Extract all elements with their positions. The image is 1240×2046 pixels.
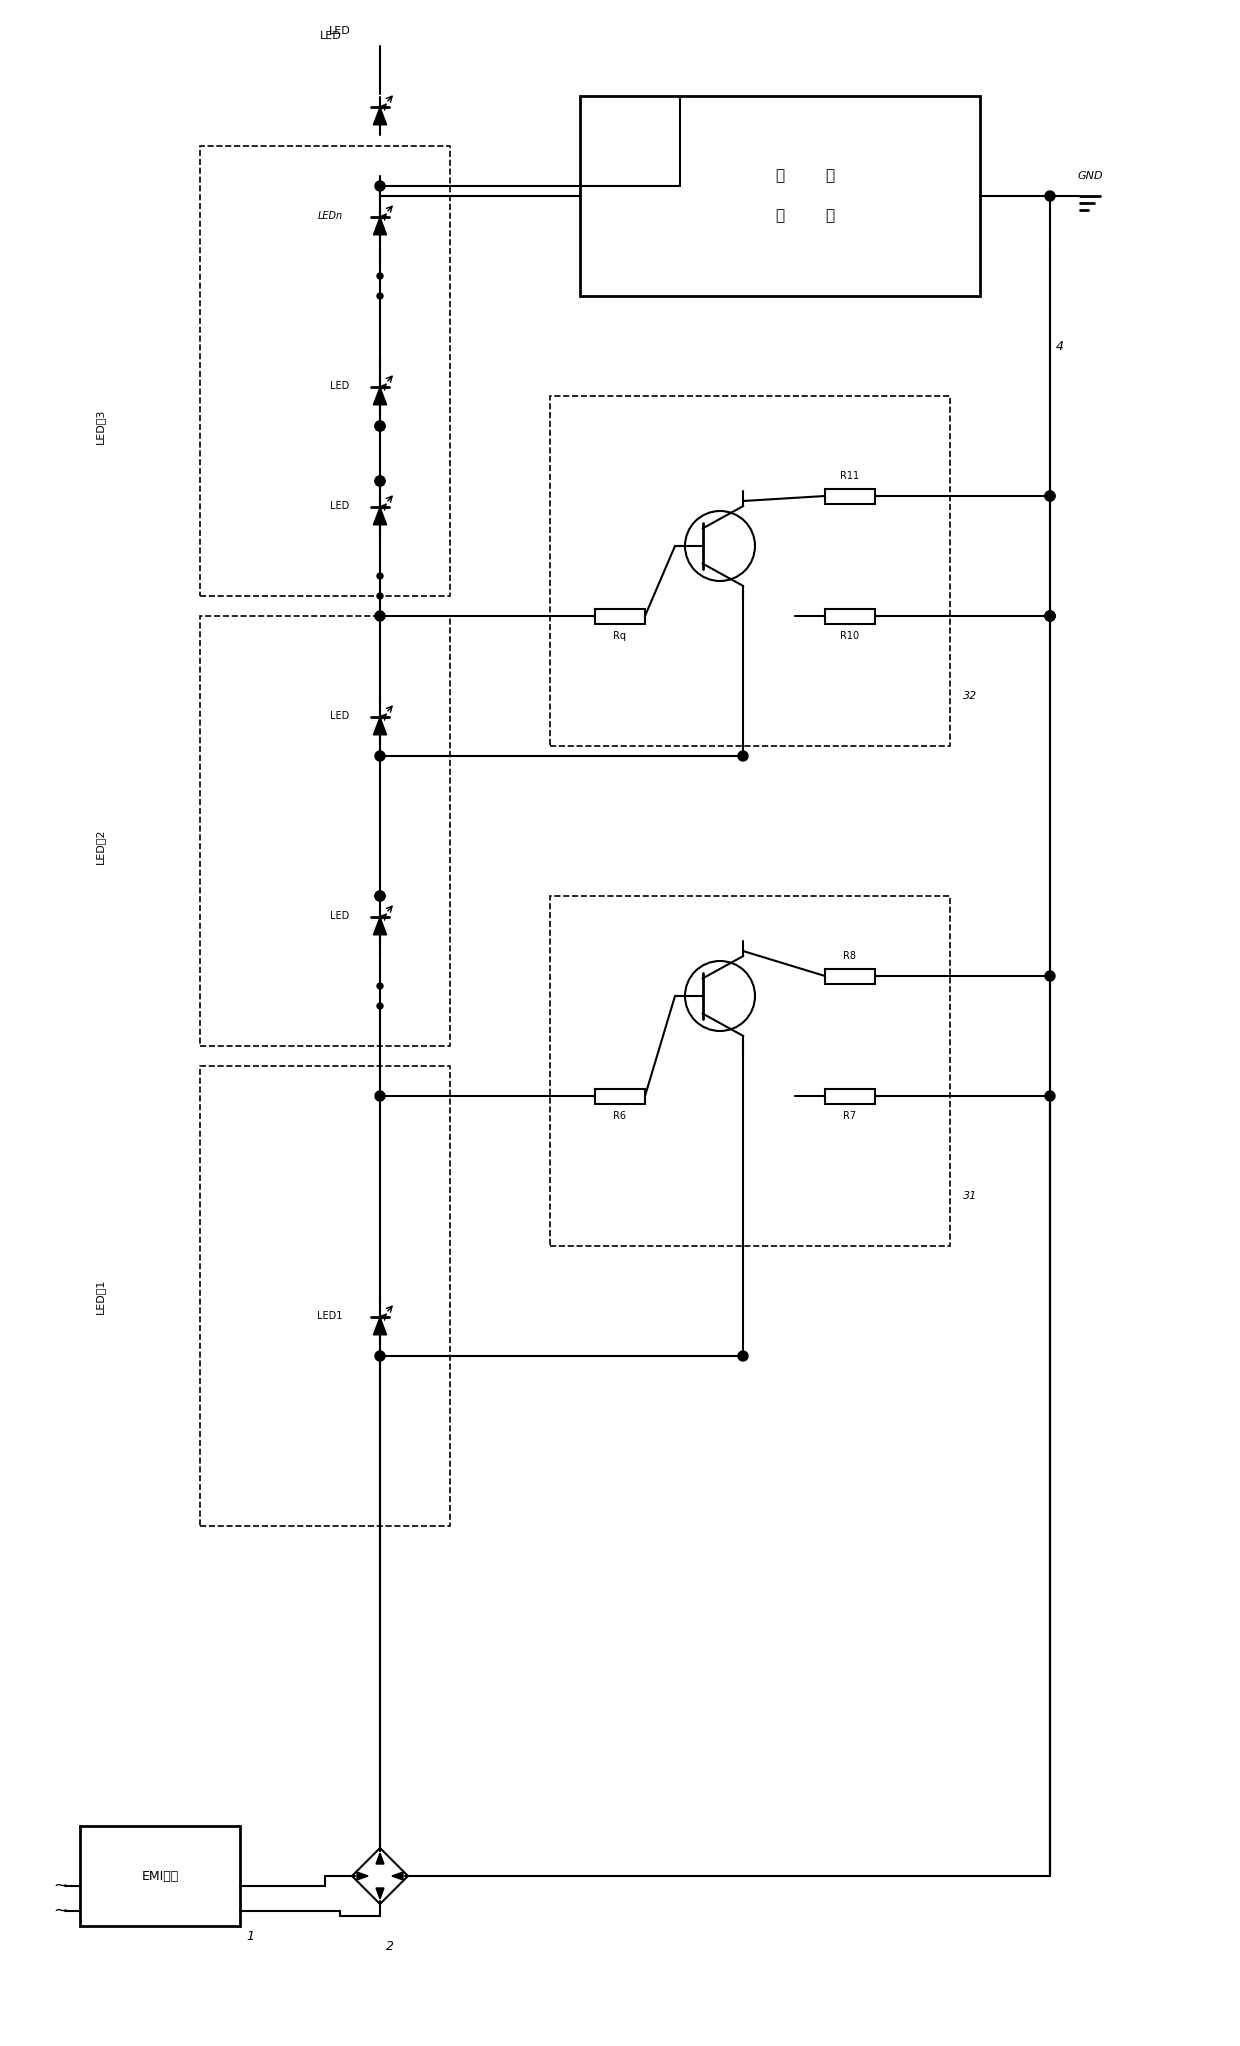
Circle shape [1045,1091,1055,1101]
Text: LED: LED [329,27,351,37]
Text: LED: LED [330,501,350,512]
Polygon shape [392,1872,403,1880]
Circle shape [377,293,383,299]
Text: LED: LED [330,381,350,391]
Text: 31: 31 [963,1191,977,1201]
Text: LED: LED [330,910,350,921]
Text: LED: LED [320,31,342,41]
Text: EMI电路: EMI电路 [141,1870,179,1882]
Circle shape [1045,491,1055,501]
Circle shape [374,890,384,900]
Text: LED串3: LED串3 [95,409,105,444]
Polygon shape [373,507,387,526]
Circle shape [738,1350,748,1361]
Circle shape [1045,491,1055,501]
Polygon shape [373,917,387,935]
Circle shape [374,751,384,761]
Polygon shape [357,1872,368,1880]
Text: 1: 1 [246,1929,254,1942]
Circle shape [377,1003,383,1009]
Polygon shape [373,718,387,735]
Circle shape [377,272,383,278]
Text: 电: 电 [826,168,835,184]
Circle shape [1045,612,1055,622]
Polygon shape [376,1854,384,1864]
Circle shape [377,982,383,988]
Bar [551,397,950,747]
Text: LEDn: LEDn [317,211,342,221]
Circle shape [377,593,383,599]
Bar [825,1088,875,1103]
Text: ~: ~ [53,1903,67,1919]
Text: R10: R10 [841,630,859,640]
Circle shape [377,573,383,579]
Text: GND: GND [1078,172,1102,180]
Text: R6: R6 [614,1111,626,1121]
Text: 流: 流 [775,209,785,223]
Polygon shape [373,387,387,405]
Text: 4: 4 [1056,340,1064,352]
Text: LED串1: LED串1 [95,1279,105,1314]
Text: LED1: LED1 [317,1311,342,1322]
Circle shape [374,421,384,432]
Polygon shape [373,1318,387,1334]
Bar [200,616,450,1046]
Text: R8: R8 [843,951,857,962]
Text: 恒: 恒 [775,168,785,184]
Circle shape [1045,612,1055,622]
Circle shape [374,477,384,487]
Text: LED: LED [330,712,350,720]
Text: LED串2: LED串2 [95,829,105,863]
Circle shape [374,612,384,622]
Circle shape [374,1350,384,1361]
Bar [825,968,875,984]
Polygon shape [373,106,387,125]
Polygon shape [373,217,387,235]
Circle shape [1045,612,1055,622]
Bar [595,608,645,624]
Text: ~: ~ [53,1876,67,1895]
Text: R11: R11 [841,471,859,481]
Bar [595,1088,645,1103]
Text: Rq: Rq [614,630,626,640]
Circle shape [1045,190,1055,201]
Text: R7: R7 [843,1111,857,1121]
Bar [551,896,950,1246]
Circle shape [374,421,384,432]
Circle shape [374,1091,384,1101]
Circle shape [738,751,748,761]
Bar [200,145,450,595]
Bar [580,96,980,297]
Bar [825,489,875,503]
Bar [200,1066,450,1526]
Circle shape [374,477,384,487]
Circle shape [1045,972,1055,980]
Circle shape [374,890,384,900]
Circle shape [374,180,384,190]
Polygon shape [376,1888,384,1899]
Text: 2: 2 [386,1940,394,1952]
Bar [81,1825,241,1925]
Text: 32: 32 [963,692,977,702]
Text: 路: 路 [826,209,835,223]
Bar [825,608,875,624]
